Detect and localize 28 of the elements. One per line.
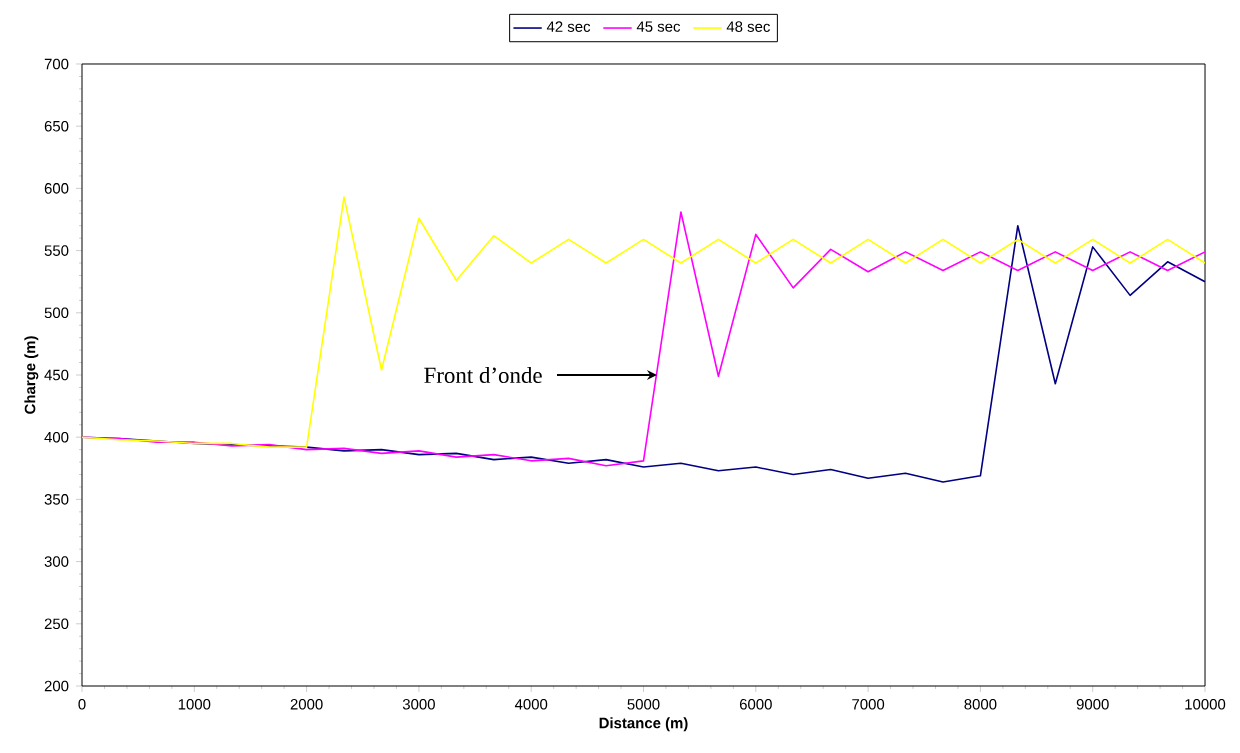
x-tick-label: 5000: [627, 699, 660, 710]
y-tick-label: 200: [44, 680, 69, 692]
x-tick-label: 10000: [1185, 699, 1226, 710]
x-axis-title: Distance (m): [599, 717, 688, 732]
y-tick-label: 650: [44, 120, 69, 132]
y-tick-label: 250: [44, 618, 69, 630]
x-tick-label: 4000: [514, 699, 548, 710]
x-tick-label: 2000: [290, 699, 323, 710]
annotation: Front d’onde: [424, 366, 542, 384]
y-tick-label: 550: [44, 245, 69, 256]
y-tick-label: 350: [44, 494, 69, 505]
y-tick-label: 600: [44, 183, 69, 194]
x-tick-label: 0: [78, 699, 86, 710]
x-tick-label: 1000: [178, 699, 211, 710]
y-tick-label: 700: [44, 58, 69, 70]
x-tick-label: 7000: [852, 699, 885, 710]
x-tick-label: 8000: [964, 699, 997, 710]
x-tick-label: 6000: [739, 699, 772, 710]
y-axis-title: Charge (m): [24, 336, 39, 414]
x-tick-label: 3000: [402, 699, 435, 710]
y-tick-label: 300: [44, 556, 69, 567]
legend-label: 45 sec: [636, 21, 681, 32]
y-tick-label: 500: [44, 307, 69, 319]
y-tick-label: 450: [44, 369, 69, 381]
y-tick-label: 400: [44, 431, 69, 443]
legend-label: 48 sec: [726, 21, 770, 32]
legend-label: 42 sec: [546, 21, 591, 32]
x-tick-label: 9000: [1076, 699, 1109, 710]
